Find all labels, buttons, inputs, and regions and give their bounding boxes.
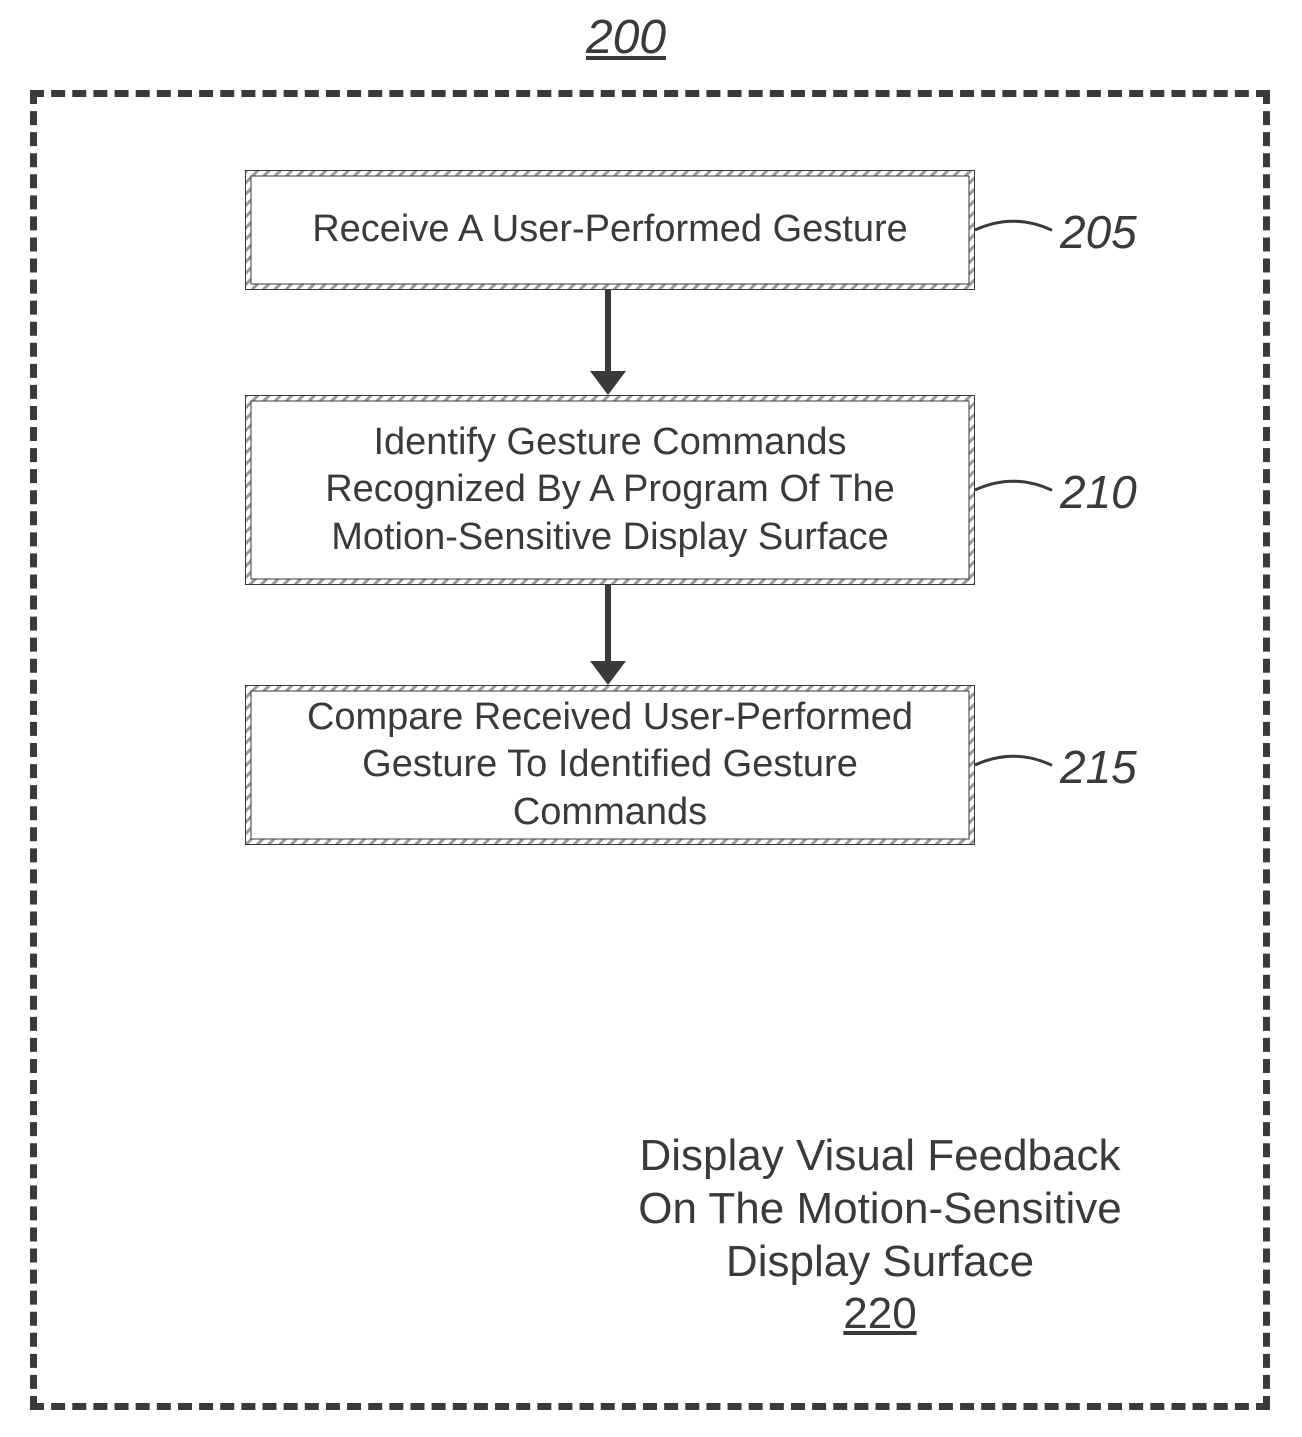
process-box-text: Compare Received User-Performed Gesture … bbox=[269, 694, 951, 837]
caption-line-2: On The Motion-Sensitive bbox=[620, 1183, 1140, 1236]
figure-number: 200 bbox=[586, 10, 666, 65]
connector-curve-210 bbox=[965, 460, 1082, 520]
bottom-caption: Display Visual Feedback On The Motion-Se… bbox=[620, 1130, 1140, 1341]
connector-curve-205 bbox=[965, 200, 1082, 260]
flow-arrow-1 bbox=[584, 290, 632, 395]
process-box-text: Identify Gesture Commands Recognized By … bbox=[269, 419, 951, 562]
process-box-210: Identify Gesture Commands Recognized By … bbox=[245, 395, 975, 585]
connector-curve-215 bbox=[965, 735, 1082, 795]
flow-arrow-2 bbox=[584, 585, 632, 685]
process-box-text: Receive A User-Performed Gesture bbox=[312, 206, 908, 254]
caption-line-3: Display Surface bbox=[620, 1236, 1140, 1289]
process-box-205: Receive A User-Performed Gesture bbox=[245, 170, 975, 290]
caption-number: 220 bbox=[620, 1288, 1140, 1341]
process-box-215: Compare Received User-Performed Gesture … bbox=[245, 685, 975, 845]
caption-line-1: Display Visual Feedback bbox=[620, 1130, 1140, 1183]
